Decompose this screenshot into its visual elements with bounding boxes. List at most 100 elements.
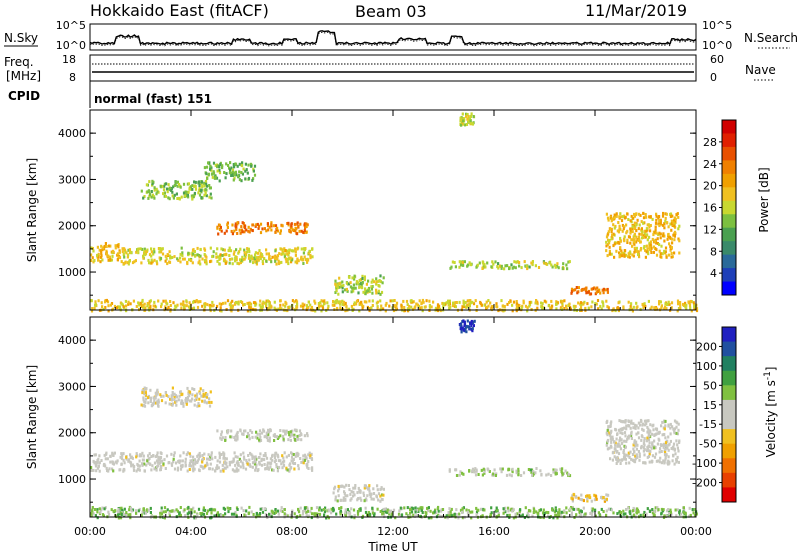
- data-cell: [266, 224, 270, 228]
- data-cell: [257, 255, 260, 259]
- data-cell: [304, 258, 308, 262]
- data-cell: [294, 229, 297, 233]
- data-cell: [399, 506, 402, 510]
- data-cell: [263, 227, 266, 231]
- data-cell: [209, 462, 212, 466]
- data-cell: [568, 474, 572, 478]
- data-cell: [194, 184, 197, 188]
- data-cell: [165, 393, 168, 397]
- data-cell: [610, 237, 613, 241]
- data-cell: [171, 386, 174, 390]
- data-cell: [344, 508, 347, 512]
- data-cell: [237, 468, 240, 472]
- data-cell: [224, 301, 227, 305]
- data-cell: [602, 304, 605, 308]
- data-cell: [633, 508, 636, 512]
- data-cell: [244, 514, 247, 518]
- data-cell: [144, 250, 147, 254]
- data-cell: [289, 430, 292, 434]
- data-cell: [291, 429, 294, 433]
- data-cell: [462, 299, 465, 303]
- time-axis: 00:00 04:00 08:00 12:00 16:00 20:00 00:00: [74, 110, 712, 538]
- data-cell: [187, 511, 191, 515]
- data-cell: [330, 511, 333, 515]
- data-cell: [635, 249, 638, 253]
- data-cell: [152, 252, 155, 256]
- data-cell: [375, 282, 378, 286]
- data-cell: [149, 388, 152, 392]
- data-cell: [303, 248, 306, 252]
- data-cell: [684, 301, 687, 305]
- data-cell: [663, 239, 666, 243]
- data-cell: [349, 511, 352, 515]
- data-cell: [287, 221, 290, 225]
- data-cell: [365, 300, 368, 304]
- data-cell: [266, 438, 269, 442]
- data-cell: [207, 453, 210, 457]
- data-cell: [199, 300, 202, 304]
- data-cell: [214, 455, 217, 459]
- data-cell: [522, 301, 525, 305]
- data-cell: [358, 285, 361, 289]
- data-cell: [306, 432, 309, 436]
- data-cell: [368, 489, 371, 493]
- data-cell: [90, 299, 93, 303]
- data-cell: [169, 304, 172, 307]
- data-cell: [511, 470, 514, 474]
- data-cell: [158, 250, 161, 254]
- data-cell: [425, 299, 428, 303]
- data-cell: [513, 260, 516, 264]
- data-cell: [279, 509, 282, 513]
- data-cell: [458, 473, 461, 477]
- data-cell: [186, 512, 189, 516]
- data-cell: [279, 303, 282, 307]
- data-cell: [185, 402, 188, 406]
- data-cell: [102, 514, 105, 518]
- data-cell: [162, 462, 165, 466]
- data-cell: [90, 253, 93, 257]
- data-cell: [283, 247, 286, 251]
- data-cell: [259, 254, 262, 258]
- data-cell: [639, 307, 642, 311]
- data-cell: [200, 188, 203, 192]
- data-cell: [605, 249, 608, 253]
- data-cell: [179, 454, 182, 458]
- data-cell: [285, 429, 288, 433]
- data-cell: [353, 274, 356, 278]
- data-cell: [257, 226, 260, 230]
- data-cell: [122, 253, 125, 256]
- data-cell: [148, 261, 151, 265]
- data-cell: [97, 255, 100, 259]
- scatter-feature: [90, 451, 314, 473]
- data-cell: [306, 465, 309, 469]
- data-cell: [180, 246, 183, 250]
- data-cell: [205, 184, 208, 188]
- data-cell: [230, 512, 234, 516]
- data-cell: [334, 495, 337, 499]
- data-cell: [259, 439, 263, 442]
- y-tick-label: 3000: [58, 173, 86, 186]
- data-cell: [634, 454, 637, 458]
- noise-sky-trace: [89, 30, 697, 46]
- data-cell: [168, 402, 171, 406]
- data-cell: [556, 516, 559, 520]
- data-cell: [268, 257, 271, 261]
- data-cell: [593, 498, 596, 502]
- data-cell: [631, 225, 634, 229]
- data-cell: [303, 458, 307, 462]
- data-cell: [265, 299, 268, 303]
- data-cell: [588, 494, 591, 498]
- data-cell: [152, 304, 155, 308]
- data-cell: [304, 455, 307, 459]
- data-cell: [667, 235, 670, 239]
- data-cell: [620, 219, 624, 223]
- data-cell: [488, 470, 491, 473]
- data-cell: [430, 516, 433, 520]
- data-cell: [208, 303, 211, 307]
- data-cell: [118, 512, 121, 516]
- power-heatmap: [90, 112, 699, 313]
- data-cell: [515, 260, 518, 264]
- data-cell: [676, 455, 679, 459]
- data-cell: [202, 506, 205, 510]
- data-cell: [216, 459, 219, 463]
